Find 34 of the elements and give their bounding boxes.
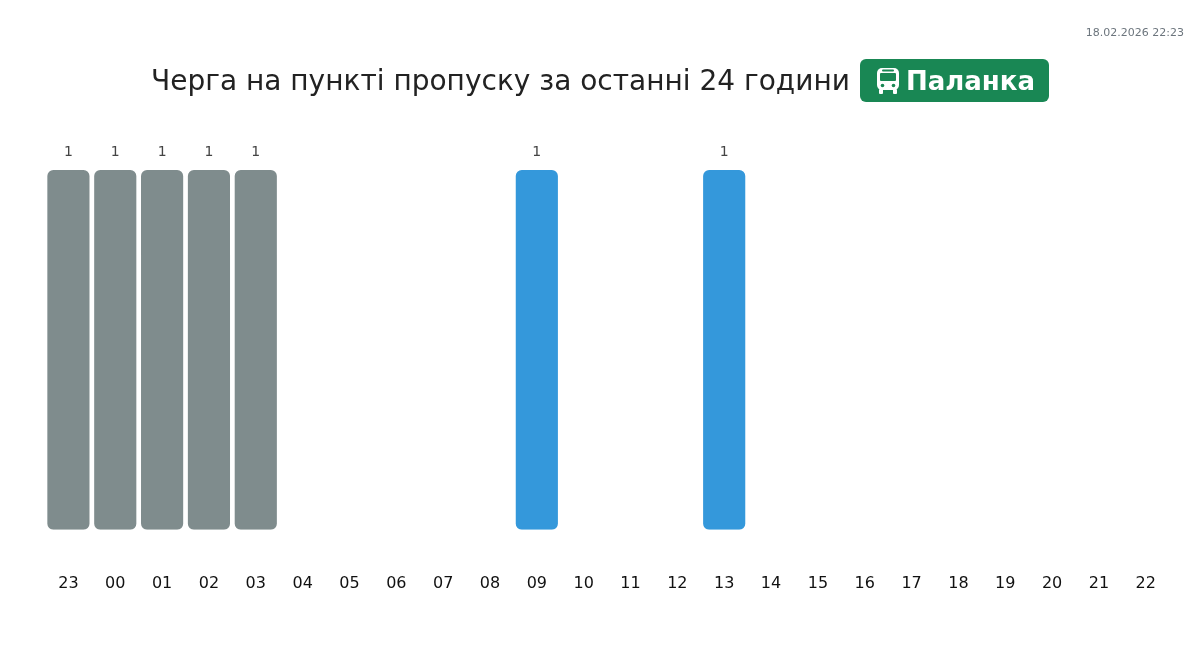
x-tick-label: 14 [760,572,782,592]
data-label: 1 [204,142,214,159]
x-tick-label: 06 [386,572,407,592]
text: 18.02.2026 22:23 [1085,26,1184,40]
x-tick-label: 07 [432,572,454,592]
x-tick-label: 12 [667,572,688,592]
x-tick-label: 00 [105,572,126,592]
x-tick-label: 18 [948,572,969,592]
x-tick-label: 09 [526,572,548,592]
data-label: 1 [157,142,167,159]
x-tick-label: 10 [573,572,594,592]
x-tick-label: 20 [1041,572,1063,592]
data-label: 1 [251,142,261,159]
chart-title: Черга на пункті пропуску за останні 24 години [150,64,850,97]
x-tick-label: 05 [339,572,360,592]
x-tick-label: 13 [714,572,735,592]
x-tick-label: 04 [292,572,313,592]
x-tick-label: 11 [620,572,641,592]
x-tick-label: 21 [1088,572,1110,592]
data-label: 1 [63,142,73,159]
x-tick-label: 17 [901,572,922,592]
x-tick-label: 02 [198,572,220,592]
x-tick-label: 08 [479,572,501,592]
x-tick-label: 23 [58,572,79,592]
x-tick-label: 03 [245,572,266,592]
data-label: 1 [532,142,542,159]
data-label: 1 [719,142,729,159]
x-tick-label: 22 [1135,572,1156,592]
chart-subtitle: Паланка [905,65,1035,96]
data-label: 1 [110,142,120,159]
x-tick-label: 15 [807,572,829,592]
x-tick-label: 01 [151,572,173,592]
x-tick-label: 16 [854,572,875,592]
x-tick-label: 19 [995,572,1016,592]
